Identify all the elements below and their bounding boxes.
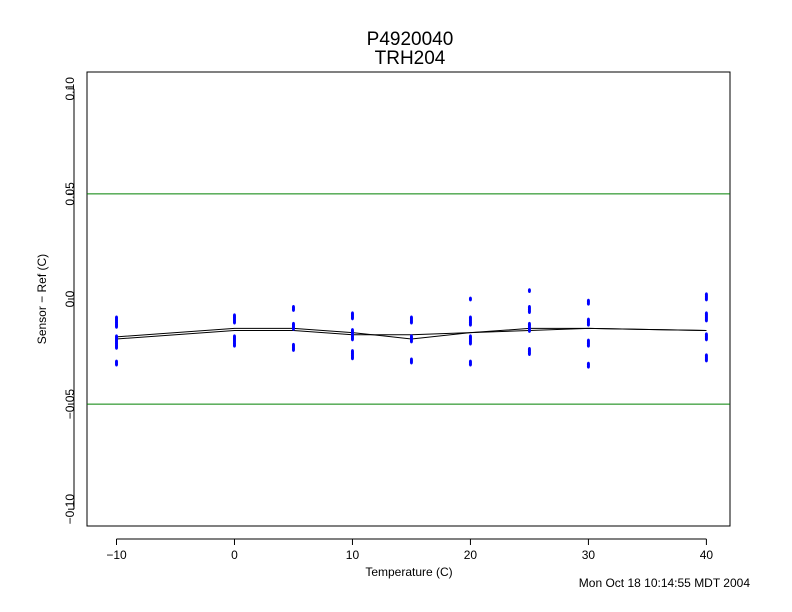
x-axis: −10 0 10 20 30 40 [106,538,714,562]
data-point [527,351,531,357]
x-tick-label: 10 [346,548,360,562]
data-point [409,338,413,344]
y-axis-label: Sensor − Ref (C) [35,254,49,344]
plot-frame [86,71,731,527]
data-point [291,307,295,312]
data-point [114,323,118,329]
x-tick-label: 20 [464,548,478,562]
x-tick-label: 30 [582,548,596,562]
data-point [704,357,708,363]
data-point [468,361,472,367]
data-point [409,359,413,365]
x-tick-label: −10 [106,548,127,562]
timestamp: Mon Oct 18 10:14:55 MDT 2004 [579,576,751,590]
data-point [704,336,708,342]
chart-subtitle: TRH204 [375,48,446,69]
x-tick-label: 0 [231,548,238,562]
chart-title: P4920040 [367,29,454,50]
data-point [527,288,531,293]
data-point [586,363,590,369]
y-tick-label: −0.05 [63,389,77,420]
data-point [350,315,354,321]
x-tick-label: 40 [700,548,714,562]
data-point [114,344,118,350]
data-point [527,309,531,315]
data-point [114,361,118,367]
data-point [586,321,590,327]
data-point [291,347,295,352]
y-axis: −0.10 −0.05 0.0 0.05 0.10 [63,77,77,525]
data-point [704,317,708,323]
data-point [232,319,236,325]
data-point [291,326,295,331]
y-tick-label: 0.0 [63,290,77,307]
data-point [704,296,708,302]
data-point [232,342,236,348]
reference-lines [87,193,730,405]
y-tick-label: 0.10 [63,77,77,101]
data-point [350,336,354,342]
x-axis-label: Temperature (C) [365,565,452,579]
y-tick-label: −0.10 [63,494,77,525]
data-point [527,328,531,333]
data-point [468,321,472,327]
data-point [468,296,472,302]
data-point [350,355,354,361]
data-points [114,288,708,369]
data-point [586,300,590,306]
data-point [468,340,472,346]
y-tick-label: 0.05 [63,182,77,206]
data-point [586,342,590,348]
data-point [409,319,413,325]
